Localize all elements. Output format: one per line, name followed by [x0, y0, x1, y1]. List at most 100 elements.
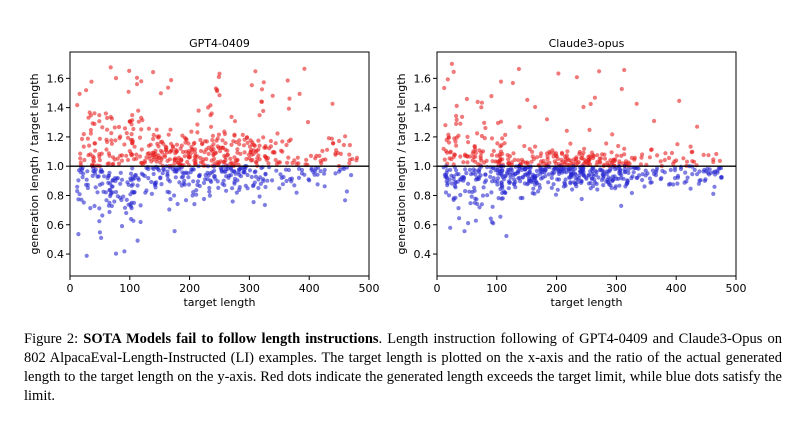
red-point: [216, 132, 221, 137]
red-point: [136, 119, 141, 124]
red-point: [684, 159, 690, 164]
blue-point: [256, 177, 261, 182]
blue-point: [718, 166, 724, 171]
blue-point: [138, 203, 143, 208]
red-point: [177, 162, 183, 167]
red-point: [629, 155, 635, 160]
red-point: [223, 141, 228, 146]
x-tick-label: 0: [434, 282, 441, 295]
blue-point: [568, 171, 574, 176]
blue-point: [158, 176, 163, 181]
red-point: [172, 157, 177, 162]
blue-point: [453, 195, 458, 200]
red-point: [195, 130, 200, 135]
blue-point: [194, 188, 199, 193]
red-point: [655, 153, 660, 158]
red-point: [587, 154, 592, 159]
red-point: [507, 154, 513, 159]
red-point: [672, 159, 677, 164]
blue-point: [75, 184, 80, 189]
blue-point: [446, 193, 452, 198]
blue-point: [456, 172, 461, 177]
blue-point: [274, 168, 279, 173]
blue-point: [715, 170, 720, 175]
red-point: [136, 108, 141, 113]
red-point: [210, 138, 215, 143]
red-point: [139, 161, 144, 166]
red-point: [249, 83, 254, 88]
red-point: [108, 114, 113, 120]
red-point: [109, 138, 114, 143]
red-point: [266, 161, 271, 166]
red-point: [211, 152, 216, 157]
red-point: [97, 119, 102, 124]
red-point: [582, 146, 587, 151]
blue-point: [191, 179, 196, 184]
red-point: [246, 152, 251, 157]
blue-point: [84, 253, 89, 258]
blue-point: [525, 182, 530, 187]
red-point: [262, 145, 267, 150]
red-point: [130, 141, 135, 146]
blue-point: [617, 171, 622, 176]
blue-point: [210, 170, 215, 175]
blue-point: [216, 185, 221, 190]
red-point: [464, 96, 469, 102]
red-point: [170, 144, 175, 149]
red-point: [183, 140, 188, 145]
blue-point: [318, 169, 323, 174]
blue-point: [588, 180, 593, 186]
blue-point: [511, 177, 517, 182]
red-point: [533, 104, 538, 110]
blue-point: [154, 164, 159, 169]
red-point: [93, 148, 98, 153]
red-point: [275, 131, 280, 136]
x-tick-label: 500: [359, 282, 380, 295]
red-point: [706, 153, 711, 158]
blue-point: [570, 187, 575, 192]
red-point: [592, 95, 598, 100]
blue-point: [546, 172, 551, 177]
blue-point: [109, 184, 114, 189]
red-point: [616, 143, 621, 149]
red-point: [259, 87, 265, 92]
blue-point: [249, 174, 254, 180]
blue-point: [475, 201, 480, 207]
red-point: [581, 150, 586, 155]
red-point: [649, 147, 654, 152]
blue-point: [118, 195, 123, 200]
red-point: [451, 69, 456, 74]
red-point: [284, 142, 289, 148]
y-tick-label: 1.2: [414, 131, 432, 144]
red-point: [87, 143, 92, 148]
blue-point: [568, 180, 573, 185]
red-point: [446, 135, 452, 140]
blue-point: [445, 176, 450, 181]
chart-title: GPT4-0409: [189, 37, 250, 50]
red-point: [134, 152, 139, 157]
blue-point: [119, 177, 125, 182]
red-point: [88, 152, 93, 157]
red-point: [169, 78, 174, 83]
blue-point: [559, 170, 565, 175]
blue-point: [448, 167, 453, 172]
red-point: [286, 106, 291, 111]
red-point: [200, 141, 205, 146]
blue-point: [527, 178, 532, 183]
blue-point: [152, 180, 157, 186]
x-tick-label: 200: [546, 282, 567, 295]
blue-point: [546, 180, 551, 185]
red-point: [253, 160, 259, 165]
caption-label: Figure 2:: [24, 331, 79, 347]
red-point: [216, 145, 221, 151]
blue-point: [472, 185, 477, 190]
blue-point: [256, 185, 261, 191]
blue-point: [513, 171, 518, 176]
blue-point: [690, 172, 695, 177]
red-point: [198, 148, 204, 154]
red-point: [333, 151, 338, 156]
blue-point: [658, 177, 663, 182]
red-point: [454, 113, 459, 119]
red-point: [690, 159, 695, 164]
red-point: [454, 103, 459, 108]
